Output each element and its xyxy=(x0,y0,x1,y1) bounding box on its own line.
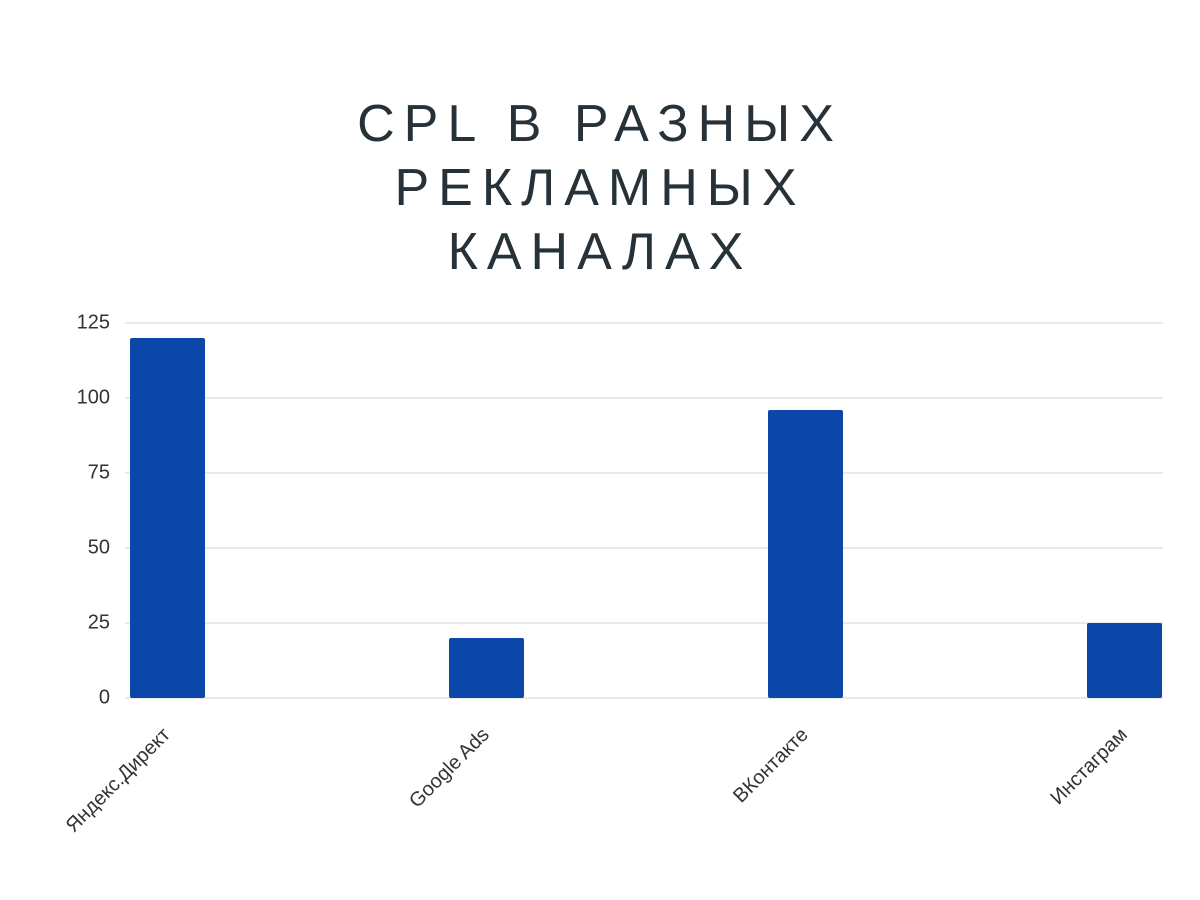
y-tick-label: 50 xyxy=(88,536,110,558)
bar xyxy=(449,638,524,698)
y-tick-label: 25 xyxy=(88,611,110,633)
x-tick-label: Яндекс.Директ xyxy=(62,724,175,837)
y-tick-label: 125 xyxy=(77,311,110,333)
chart-title: CPL В РАЗНЫХ РЕКЛАМНЫХ КАНАЛАХ xyxy=(357,95,843,281)
x-tick-label: Google Ads xyxy=(405,724,494,813)
bar xyxy=(1087,623,1162,698)
x-tick-label: ВКонтакте xyxy=(729,724,813,808)
y-tick-label: 0 xyxy=(99,686,110,708)
bar xyxy=(130,338,205,698)
x-tick-label: Инстаграм xyxy=(1046,724,1131,809)
y-tick-label: 75 xyxy=(88,461,110,483)
y-tick-label: 100 xyxy=(77,386,110,408)
bar xyxy=(768,410,843,698)
